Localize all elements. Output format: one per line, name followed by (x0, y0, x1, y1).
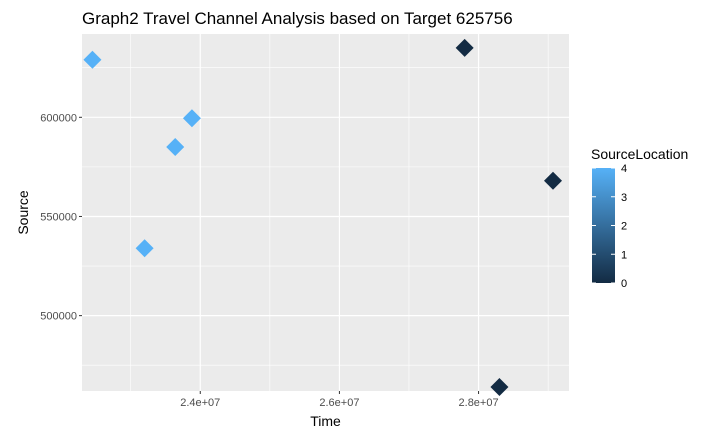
data-points (83, 38, 562, 397)
minor-grid (82, 34, 569, 391)
x-tick-label: 2.8e+07 (459, 397, 499, 409)
y-tick-label: 600000 (40, 112, 77, 124)
x-axis: 2.4e+07 2.6e+07 2.8e+07 (180, 391, 499, 409)
chart-title: Graph2 Travel Channel Analysis based on … (82, 9, 513, 28)
data-point (135, 239, 154, 258)
y-tick-label: 500000 (40, 311, 77, 323)
color-legend: SourceLocation 0 1 2 3 4 (591, 146, 688, 290)
y-axis: 500000 550000 600000 (40, 112, 82, 323)
legend-tick-label: 2 (621, 221, 627, 233)
legend-colorbar (592, 168, 615, 283)
legend-tick-label: 3 (621, 192, 627, 204)
data-point (166, 138, 185, 157)
data-point (83, 50, 102, 69)
y-tick-label: 550000 (40, 211, 77, 223)
y-axis-title: Source (15, 190, 31, 235)
legend-title: SourceLocation (591, 146, 688, 162)
data-point (490, 378, 509, 397)
x-tick-label: 2.4e+07 (180, 397, 220, 409)
major-grid (82, 34, 569, 391)
x-axis-title: Time (310, 413, 341, 429)
x-tick-label: 2.6e+07 (319, 397, 359, 409)
legend-tick-label: 4 (621, 163, 627, 175)
data-point (455, 38, 474, 57)
legend-tick-label: 0 (621, 278, 627, 290)
legend-ticks: 0 1 2 3 4 (592, 163, 627, 290)
data-point (182, 109, 201, 128)
data-point (543, 171, 562, 190)
legend-tick-label: 1 (621, 249, 627, 261)
plot-panel (82, 34, 569, 391)
